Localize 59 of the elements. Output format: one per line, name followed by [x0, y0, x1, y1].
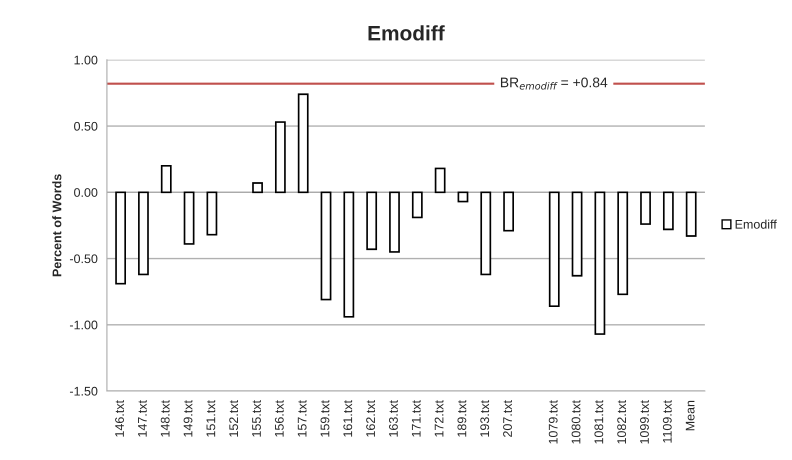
chart-title: Emodiff: [368, 25, 445, 41]
x-tick-label: 147.txt: [138, 400, 147, 437]
bar: [434, 168, 446, 194]
x-tick-label: 151.txt: [206, 400, 216, 437]
y-tick-label: 0.00: [74, 188, 98, 197]
bar: [160, 164, 172, 194]
x-tick-label: 171.txt: [412, 400, 421, 437]
x-tick-label: 149.txt: [184, 400, 192, 437]
y-tick-label: -1.50: [70, 386, 98, 396]
y-tick-label: 1.00: [74, 56, 98, 64]
bar: [366, 191, 378, 250]
x-tick-label: 1081.txt: [594, 400, 604, 444]
bar: [320, 191, 332, 300]
bar: [480, 191, 492, 276]
bar: [274, 121, 286, 194]
bar: [548, 191, 560, 308]
bar: [343, 191, 354, 318]
ref-line-label: BR$_{emodiff}$ = +0.84: [500, 78, 608, 90]
bar: [572, 191, 582, 277]
x-tick-label: 1079.txt: [548, 400, 558, 444]
bar: [594, 191, 606, 335]
bar: [138, 191, 149, 276]
bar: [662, 191, 674, 230]
bar: [298, 93, 309, 194]
y-axis-title: Percent of Words: [52, 174, 62, 276]
y-tick-label: 0.50: [74, 122, 98, 131]
y-tick-label: -1.00: [70, 320, 98, 330]
x-tick-label: 1099.txt: [640, 400, 649, 444]
x-tick-label: 189.txt: [457, 400, 466, 437]
x-tick-label: 207.txt: [503, 400, 512, 437]
x-tick-label: 148.txt: [160, 400, 170, 437]
x-tick-label: 146.txt: [115, 400, 124, 437]
bar: [640, 191, 651, 225]
bar: [503, 191, 514, 232]
x-tick-label: 163.txt: [388, 400, 398, 437]
x-tick-label: 193.txt: [480, 400, 490, 437]
x-tick-label: 1082.txt: [617, 400, 626, 444]
legend-label: Emodiff: [736, 220, 777, 229]
x-tick-label: 172.txt: [434, 400, 444, 437]
bar: [206, 191, 218, 236]
x-tick-label: 152.txt: [229, 400, 238, 437]
bar: [184, 191, 194, 245]
bar: [412, 191, 423, 218]
x-tick-label: 155.txt: [252, 400, 261, 437]
x-tick-label: 162.txt: [366, 400, 376, 437]
bar: [458, 191, 468, 202]
x-tick-label: 161.txt: [343, 400, 352, 437]
bar: [617, 191, 628, 296]
y-tick-label: -0.50: [70, 254, 98, 264]
x-tick-label: 1080.txt: [572, 400, 580, 444]
bar: [389, 191, 400, 253]
x-tick-label: 157.txt: [298, 400, 307, 437]
bar: [686, 191, 697, 237]
x-tick-label: 1109.txt: [662, 400, 672, 443]
x-tick-label: 159.txt: [320, 400, 330, 437]
x-tick-label: 156.txt: [274, 400, 284, 437]
bar: [252, 182, 263, 194]
bar: [115, 191, 126, 285]
x-tick-label: Mean: [686, 400, 695, 430]
